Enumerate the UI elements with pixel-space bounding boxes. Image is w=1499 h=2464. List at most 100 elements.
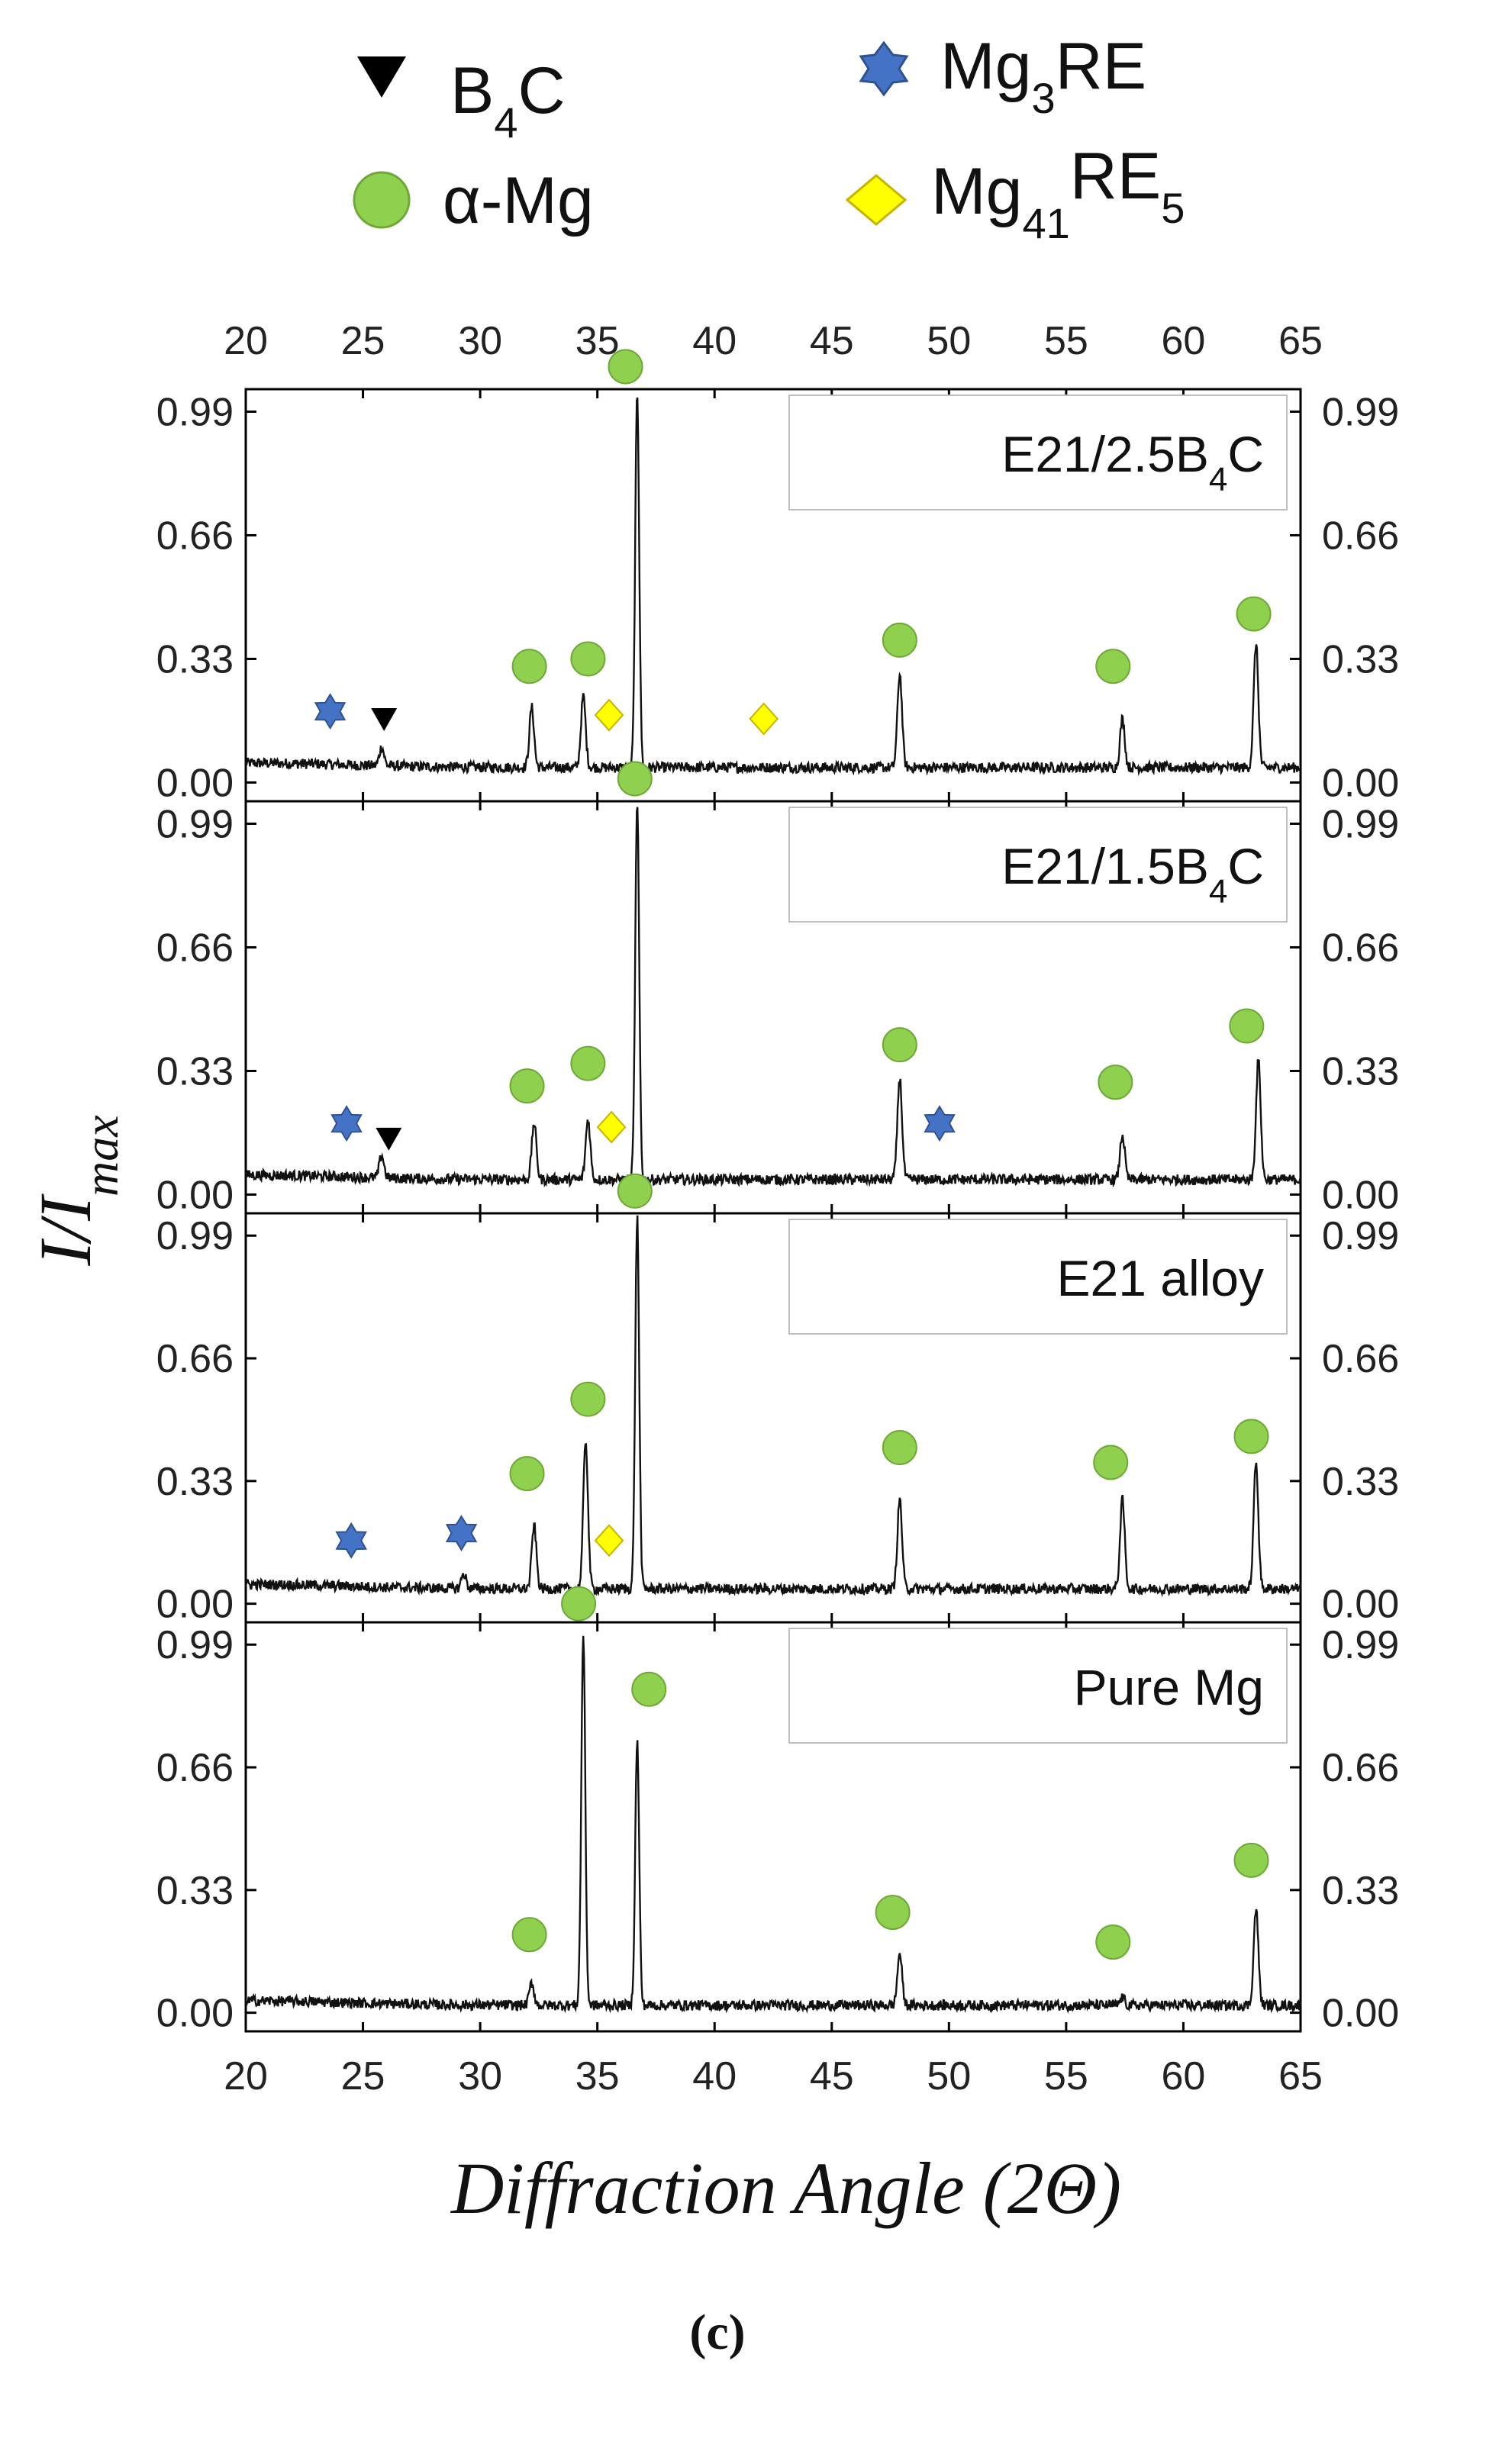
- y-tick-label-right: 0.99: [1322, 1623, 1399, 1667]
- x-tick-label-bottom: 55: [1044, 2054, 1088, 2098]
- alpha-mg-marker: [882, 1027, 917, 1063]
- x-tick-label-top: 40: [692, 319, 737, 363]
- mg3re-marker: [445, 1515, 478, 1552]
- y-tick-label-left: 0.33: [156, 1460, 234, 1504]
- mg3re-marker: [314, 693, 347, 730]
- mg41re5-marker: [594, 1524, 624, 1557]
- sample-label: E21/2.5B4C: [1001, 426, 1264, 498]
- sample-label: Pure Mg: [1074, 1659, 1264, 1715]
- circle-icon: [353, 171, 411, 229]
- y-tick-label-left: 0.00: [156, 1992, 234, 2036]
- alpha-mg-marker: [509, 1068, 545, 1104]
- star6-icon: [859, 40, 909, 97]
- bottom-x-axis: 20 25 30 35 40 45 50 55 60 65: [224, 2054, 1323, 2098]
- x-tick-label-top: 25: [341, 319, 385, 363]
- x-tick-label-bottom: 35: [575, 2054, 620, 2098]
- alpha-mg-marker: [1236, 596, 1272, 632]
- x-tick-label-bottom: 50: [927, 2054, 971, 2098]
- xrd-pattern-line: [244, 1635, 1302, 2015]
- y-tick-label-left: 0.00: [156, 761, 234, 805]
- alpha-mg-marker: [608, 349, 643, 385]
- mg41re5-marker: [749, 702, 779, 736]
- mg41re5-marker: [596, 1110, 627, 1144]
- panel: 0.00 0.00 0.33 0.33 0.66 0.66 0.99 0.99 E21/1.5B…: [156, 761, 1399, 1217]
- sample-label: E21 alloy: [1056, 1250, 1264, 1306]
- alpha-mg-marker: [617, 1173, 653, 1209]
- x-tick-label-bottom: 25: [341, 2054, 385, 2098]
- x-tick-label-top: 20: [224, 319, 268, 363]
- mg3re-marker: [330, 1105, 363, 1142]
- xrd-pattern-line: [244, 807, 1302, 1188]
- alpha-mg-marker: [570, 1381, 606, 1417]
- diamond-icon: [845, 174, 907, 226]
- alpha-mg-marker: [882, 1429, 917, 1465]
- x-tick-label-top: 55: [1044, 319, 1088, 363]
- alpha-mg-marker: [561, 1586, 597, 1622]
- x-tick-label-top: 65: [1278, 319, 1323, 363]
- x-tick-label-bottom: 60: [1162, 2054, 1206, 2098]
- alpha-mg-marker: [511, 1917, 547, 1953]
- y-tick-label-right: 0.33: [1322, 637, 1399, 681]
- b4c-marker: [371, 708, 398, 731]
- alpha-mg-marker: [1095, 649, 1131, 684]
- panel: 0.00 0.00 0.33 0.33 0.66 0.66 0.99 0.99 E21 allo…: [156, 1173, 1399, 1627]
- y-axis-title: I/Imax: [24, 1115, 128, 1266]
- legend: B4C α-Mg Mg3RE Mg41RE5: [353, 30, 1185, 247]
- alpha-mg-marker: [511, 649, 547, 684]
- xrd-pattern-line: [244, 1215, 1302, 1598]
- figure-caption: (c): [689, 2305, 745, 2360]
- x-tick-label-top: 50: [927, 319, 971, 363]
- y-tick-label-right: 0.00: [1322, 1583, 1399, 1627]
- y-tick-label-right: 0.99: [1322, 1214, 1399, 1258]
- y-tick-label-left: 0.66: [156, 1746, 234, 1790]
- y-tick-label-right: 0.66: [1322, 1337, 1399, 1381]
- panel-frame: [244, 1621, 1302, 2033]
- y-tick-label-left: 0.33: [156, 1049, 234, 1094]
- y-tick-label-right: 0.33: [1322, 1869, 1399, 1913]
- y-tick-label-right: 0.66: [1322, 1746, 1399, 1790]
- y-tick-label-right: 0.00: [1322, 1173, 1399, 1217]
- alpha-mg-marker: [1233, 1842, 1269, 1878]
- y-tick-label-right: 0.66: [1322, 926, 1399, 970]
- x-tick-label-top: 30: [458, 319, 502, 363]
- y-tick-label-left: 0.66: [156, 926, 234, 970]
- panels: 0.00 0.00 0.33 0.33 0.66 0.66 0.99 0.99 E21/2.5B…: [156, 349, 1399, 2036]
- sample-label-box: [788, 395, 1288, 511]
- alpha-mg-marker: [631, 1671, 667, 1707]
- mg3re-marker: [335, 1522, 367, 1559]
- mg3re-marker: [924, 1105, 956, 1142]
- legend-label-mg3re: Mg3RE: [940, 30, 1146, 122]
- panel: 0.00 0.00 0.33 0.33 0.66 0.66 0.99 0.99 Pure Mg: [156, 1586, 1399, 2036]
- alpha-mg-marker: [1093, 1445, 1129, 1480]
- alpha-mg-marker: [1229, 1008, 1265, 1044]
- y-tick-label-left: 0.66: [156, 514, 234, 558]
- y-tick-label-left: 0.66: [156, 1337, 234, 1381]
- y-tick-label-left: 0.33: [156, 1869, 234, 1913]
- alpha-mg-marker: [1098, 1065, 1133, 1100]
- alpha-mg-marker: [617, 761, 653, 797]
- y-tick-label-left: 0.99: [156, 802, 234, 846]
- alpha-mg-marker: [570, 641, 606, 677]
- x-tick-label-bottom: 45: [810, 2054, 854, 2098]
- alpha-mg-marker: [875, 1895, 911, 1931]
- y-tick-label-left: 0.99: [156, 1214, 234, 1258]
- sample-label: E21/1.5B4C: [1001, 838, 1264, 910]
- x-tick-label-top: 45: [810, 319, 854, 363]
- y-tick-label-left: 0.99: [156, 390, 234, 434]
- legend-label-alpha-mg: α-Mg: [443, 164, 594, 237]
- legend-item-alpha-mg: α-Mg: [353, 164, 594, 237]
- x-tick-label-bottom: 65: [1278, 2054, 1323, 2098]
- sample-label-box: [788, 1628, 1288, 1744]
- y-tick-label-right: 0.66: [1322, 514, 1399, 558]
- sample-label-box: [788, 1219, 1288, 1335]
- legend-item-mg41re5: Mg41RE5: [845, 140, 1185, 247]
- alpha-mg-marker: [570, 1045, 606, 1081]
- y-tick-label-left: 0.00: [156, 1583, 234, 1627]
- y-tick-label-right: 0.33: [1322, 1460, 1399, 1504]
- x-axis-title: Diffraction Angle (2Θ): [450, 2147, 1121, 2229]
- x-tick-label-bottom: 40: [692, 2054, 737, 2098]
- y-tick-label-right: 0.00: [1322, 761, 1399, 805]
- legend-label-mg41re5: Mg41RE5: [931, 140, 1185, 247]
- y-tick-label-right: 0.33: [1322, 1049, 1399, 1094]
- xrd-pattern-line: [244, 397, 1301, 777]
